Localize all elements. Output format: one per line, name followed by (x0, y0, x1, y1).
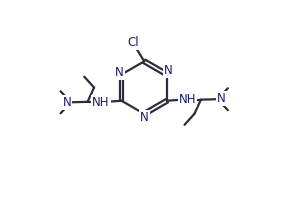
Text: NH: NH (179, 93, 196, 106)
Text: N: N (63, 96, 72, 110)
Text: N: N (164, 64, 173, 77)
Text: N: N (140, 111, 149, 124)
Text: N: N (115, 66, 124, 79)
Text: N: N (217, 92, 226, 105)
Text: NH: NH (92, 96, 110, 109)
Text: Cl: Cl (127, 36, 139, 49)
